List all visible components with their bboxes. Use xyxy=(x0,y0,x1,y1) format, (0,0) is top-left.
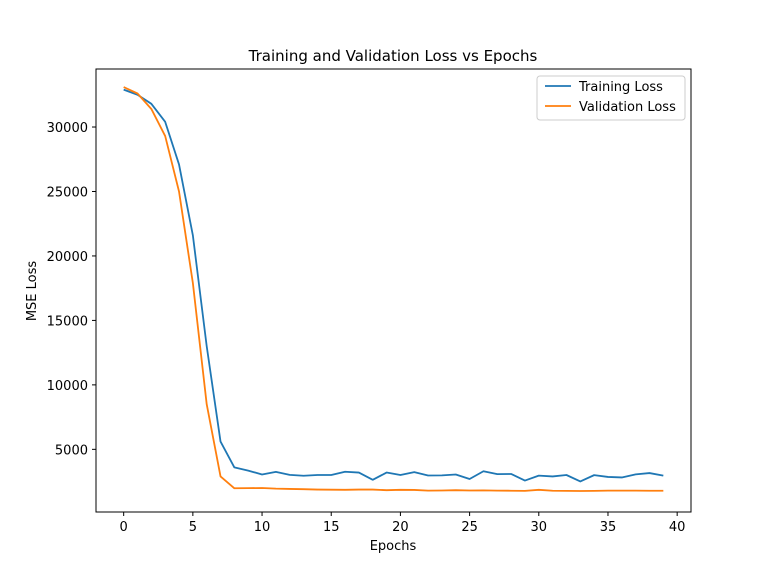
y-tick-label: 20000 xyxy=(47,250,88,265)
chart-title: Training and Validation Loss vs Epochs xyxy=(248,47,538,65)
x-tick-label: 20 xyxy=(392,520,409,535)
series-line-training-loss xyxy=(123,88,664,483)
x-tick-label: 35 xyxy=(600,520,617,535)
legend-label-validation: Validation Loss xyxy=(579,100,676,115)
x-tick-label: 25 xyxy=(461,520,478,535)
x-axis-label: Epochs xyxy=(370,539,417,554)
y-tick-label: 15000 xyxy=(47,314,88,329)
x-tick-label: 5 xyxy=(189,520,197,535)
x-axis-ticks: 0 5 10 15 20 25 30 35 40 xyxy=(120,512,686,535)
plot-frame xyxy=(95,68,692,513)
y-tick-label: 25000 xyxy=(47,185,88,200)
y-axis-ticks: 5000 10000 15000 20000 25000 30000 xyxy=(47,121,96,458)
y-tick-label: 30000 xyxy=(47,121,88,136)
x-tick-label: 10 xyxy=(254,520,271,535)
x-tick-label: 15 xyxy=(323,520,340,535)
x-tick-label: 40 xyxy=(669,520,686,535)
y-tick-label: 5000 xyxy=(55,443,88,458)
legend-label-training: Training Loss xyxy=(578,80,663,95)
x-tick-label: 30 xyxy=(531,520,548,535)
x-tick-label: 0 xyxy=(120,520,128,535)
y-axis-label: MSE Loss xyxy=(25,261,40,322)
y-tick-label: 10000 xyxy=(47,379,88,394)
plot-area xyxy=(123,86,664,492)
series-line-validation-loss xyxy=(123,86,664,492)
legend: Training Loss Validation Loss xyxy=(536,75,686,121)
legend-box xyxy=(536,75,686,121)
